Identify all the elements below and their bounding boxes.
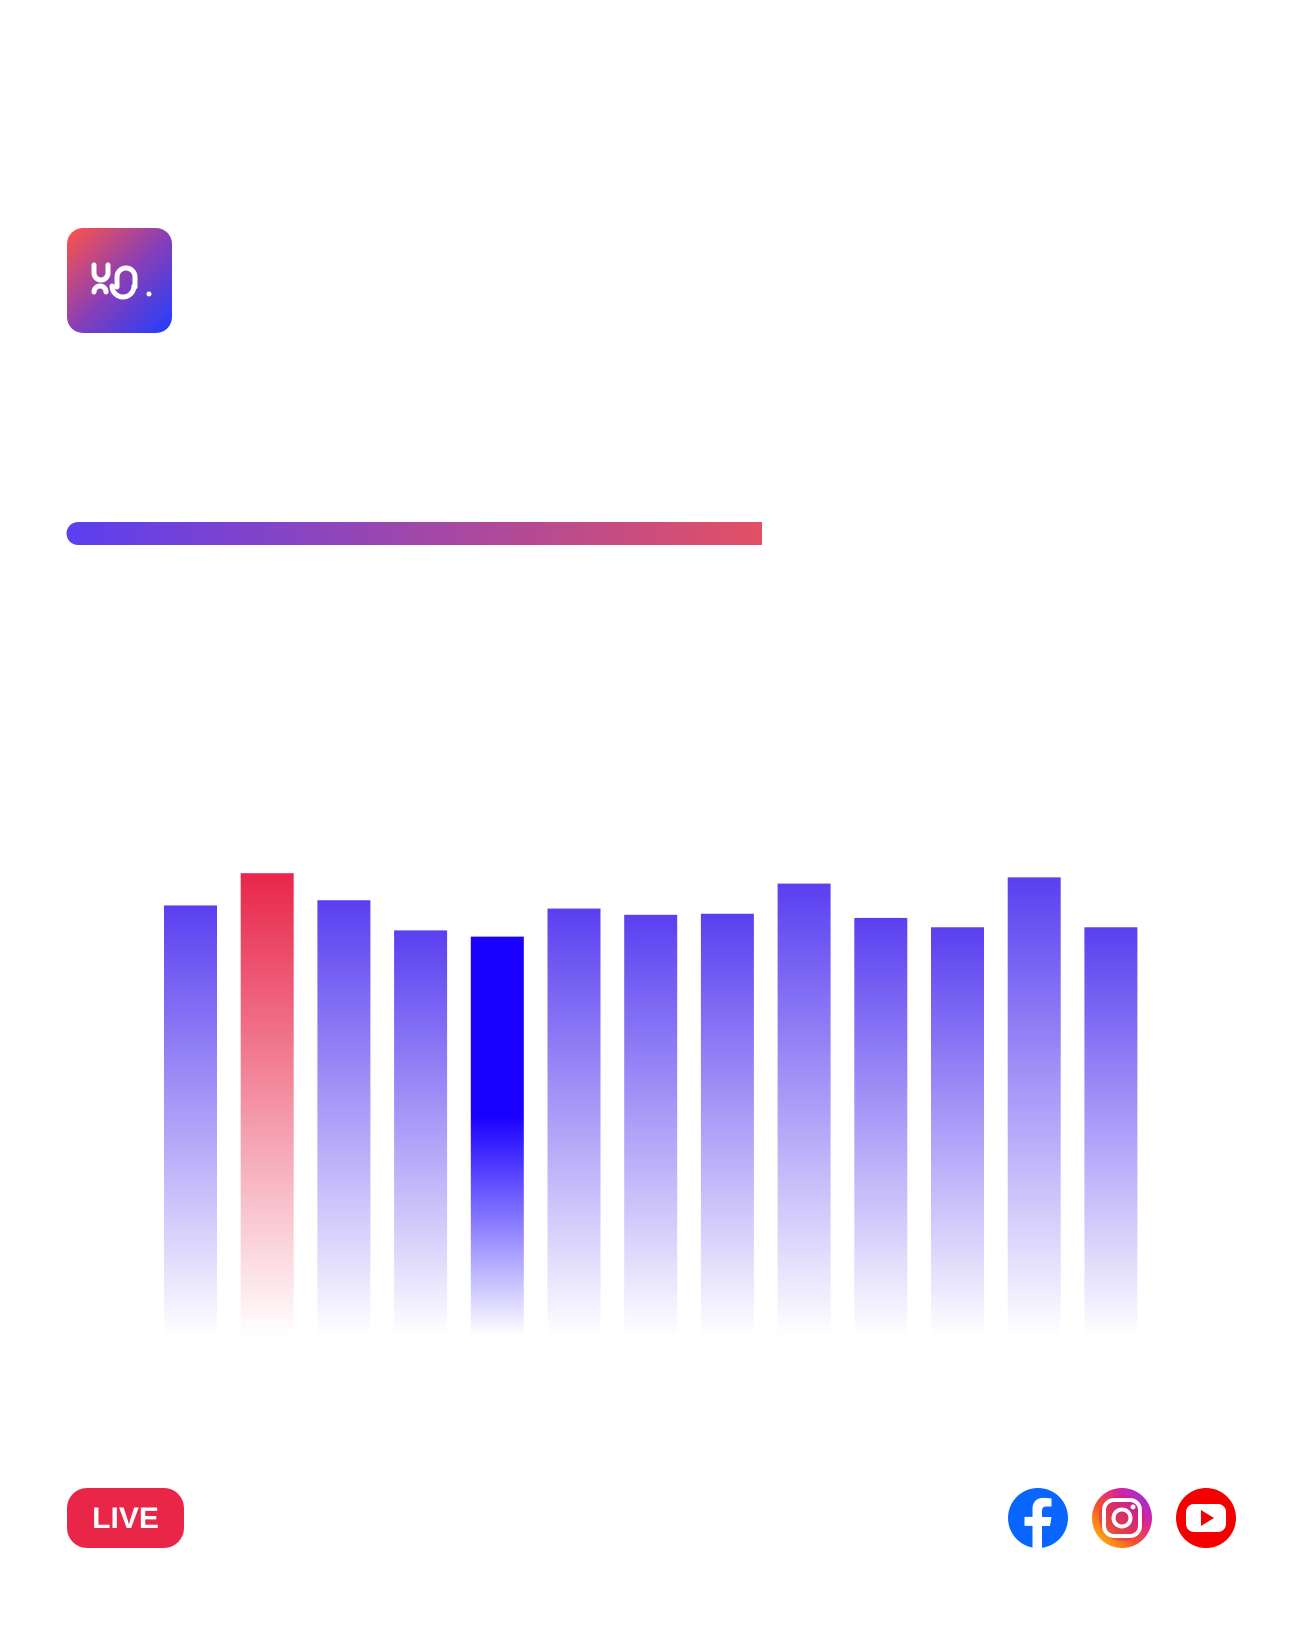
bar: [317, 900, 371, 1336]
bar: [394, 930, 448, 1336]
bar: [1007, 877, 1061, 1336]
progress-bar: [66, 522, 762, 545]
bar: [240, 873, 294, 1336]
bar: [700, 913, 754, 1336]
bar: [624, 914, 678, 1336]
instagram-icon[interactable]: [1092, 1488, 1152, 1548]
facebook-icon[interactable]: [1008, 1488, 1068, 1548]
bar: [164, 905, 217, 1336]
live-label: LIVE: [92, 1502, 159, 1535]
bar: [777, 883, 831, 1336]
live-badge: LIVE: [67, 1488, 184, 1548]
logo: [67, 228, 172, 333]
bar: [547, 908, 601, 1336]
bar-chart: [164, 873, 1138, 1336]
youtube-icon[interactable]: [1176, 1488, 1236, 1548]
bar: [931, 927, 984, 1336]
bar: [470, 936, 524, 1336]
bar: [1084, 927, 1138, 1336]
bar: [854, 917, 908, 1336]
